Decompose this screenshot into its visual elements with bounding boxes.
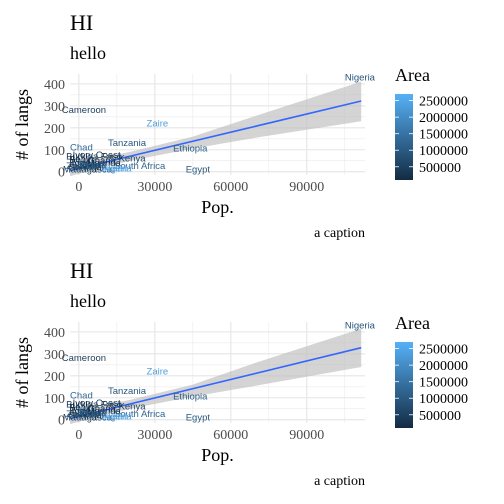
point-label: Nigeria	[345, 320, 376, 331]
x-axis-label: Pop.	[201, 197, 234, 217]
x-tick-label: 90000	[289, 428, 324, 443]
legend-title: Area	[395, 313, 430, 334]
x-tick-label: 60000	[213, 180, 248, 195]
point-label: Zambia	[66, 161, 98, 172]
point-label: Tanzania	[108, 138, 147, 149]
y-tick-label: 200	[44, 370, 65, 385]
y-tick-label: 0	[58, 166, 65, 181]
legend-break-label: 1000000	[419, 144, 468, 159]
point-label: Zaire	[147, 366, 169, 377]
x-tick-label: 30000	[137, 428, 172, 443]
legend-title: Area	[395, 65, 430, 86]
x-tick-label: 90000	[289, 180, 324, 195]
x-axis-label: Pop.	[201, 445, 234, 465]
legend-break-label: 500000	[419, 161, 461, 176]
chart-panel-1: HI hello Nigeria Cameroon Zaire Tanzania Eth…	[0, 0, 504, 248]
y-tick-label: 0	[58, 414, 65, 429]
legend-break-label: 500000	[419, 409, 461, 424]
legend-break-label: 1500000	[419, 128, 468, 143]
legend-break-label: 2000000	[419, 359, 468, 374]
point-label: Egypt	[186, 165, 211, 176]
y-axis-label: # of langs	[12, 89, 32, 160]
point-label: Nigeria	[345, 72, 376, 83]
point-label: Zambia	[66, 409, 98, 420]
x-tick-label: 0	[75, 180, 82, 195]
y-tick-label: 400	[44, 326, 65, 341]
y-axis-label: # of langs	[12, 337, 32, 408]
chart-caption: a caption	[314, 474, 365, 490]
y-tick-label: 100	[44, 144, 65, 159]
chart-panel-2: HI hello Nigeria Cameroon Zaire Tanzania Eth…	[0, 248, 504, 496]
point-label: Algeria	[102, 411, 132, 422]
legend-break-label: 2500000	[419, 343, 468, 358]
y-tick-label: 200	[44, 122, 65, 137]
point-label: Cameroon	[62, 353, 106, 364]
y-tick-label: 400	[44, 78, 65, 93]
y-tick-label: 300	[44, 100, 65, 115]
legend-break-label: 2500000	[419, 95, 468, 110]
point-label: Zaire	[147, 118, 169, 129]
legend-break-label: 1000000	[419, 392, 468, 407]
y-tick-label: 100	[44, 392, 65, 407]
point-label: Ethiopia	[173, 144, 208, 155]
x-tick-label: 0	[75, 428, 82, 443]
point-label: Algeria	[102, 163, 132, 174]
x-tick-label: 60000	[213, 428, 248, 443]
y-tick-label: 300	[44, 348, 65, 363]
point-label: Cameroon	[62, 105, 106, 116]
legend-break-label: 1500000	[419, 376, 468, 391]
legend-break-label: 2000000	[419, 111, 468, 126]
x-tick-label: 30000	[137, 180, 172, 195]
point-label: Tanzania	[108, 386, 147, 397]
chart-caption: a caption	[314, 226, 365, 242]
point-label: Egypt	[186, 413, 211, 424]
point-label: Ethiopia	[173, 392, 208, 403]
